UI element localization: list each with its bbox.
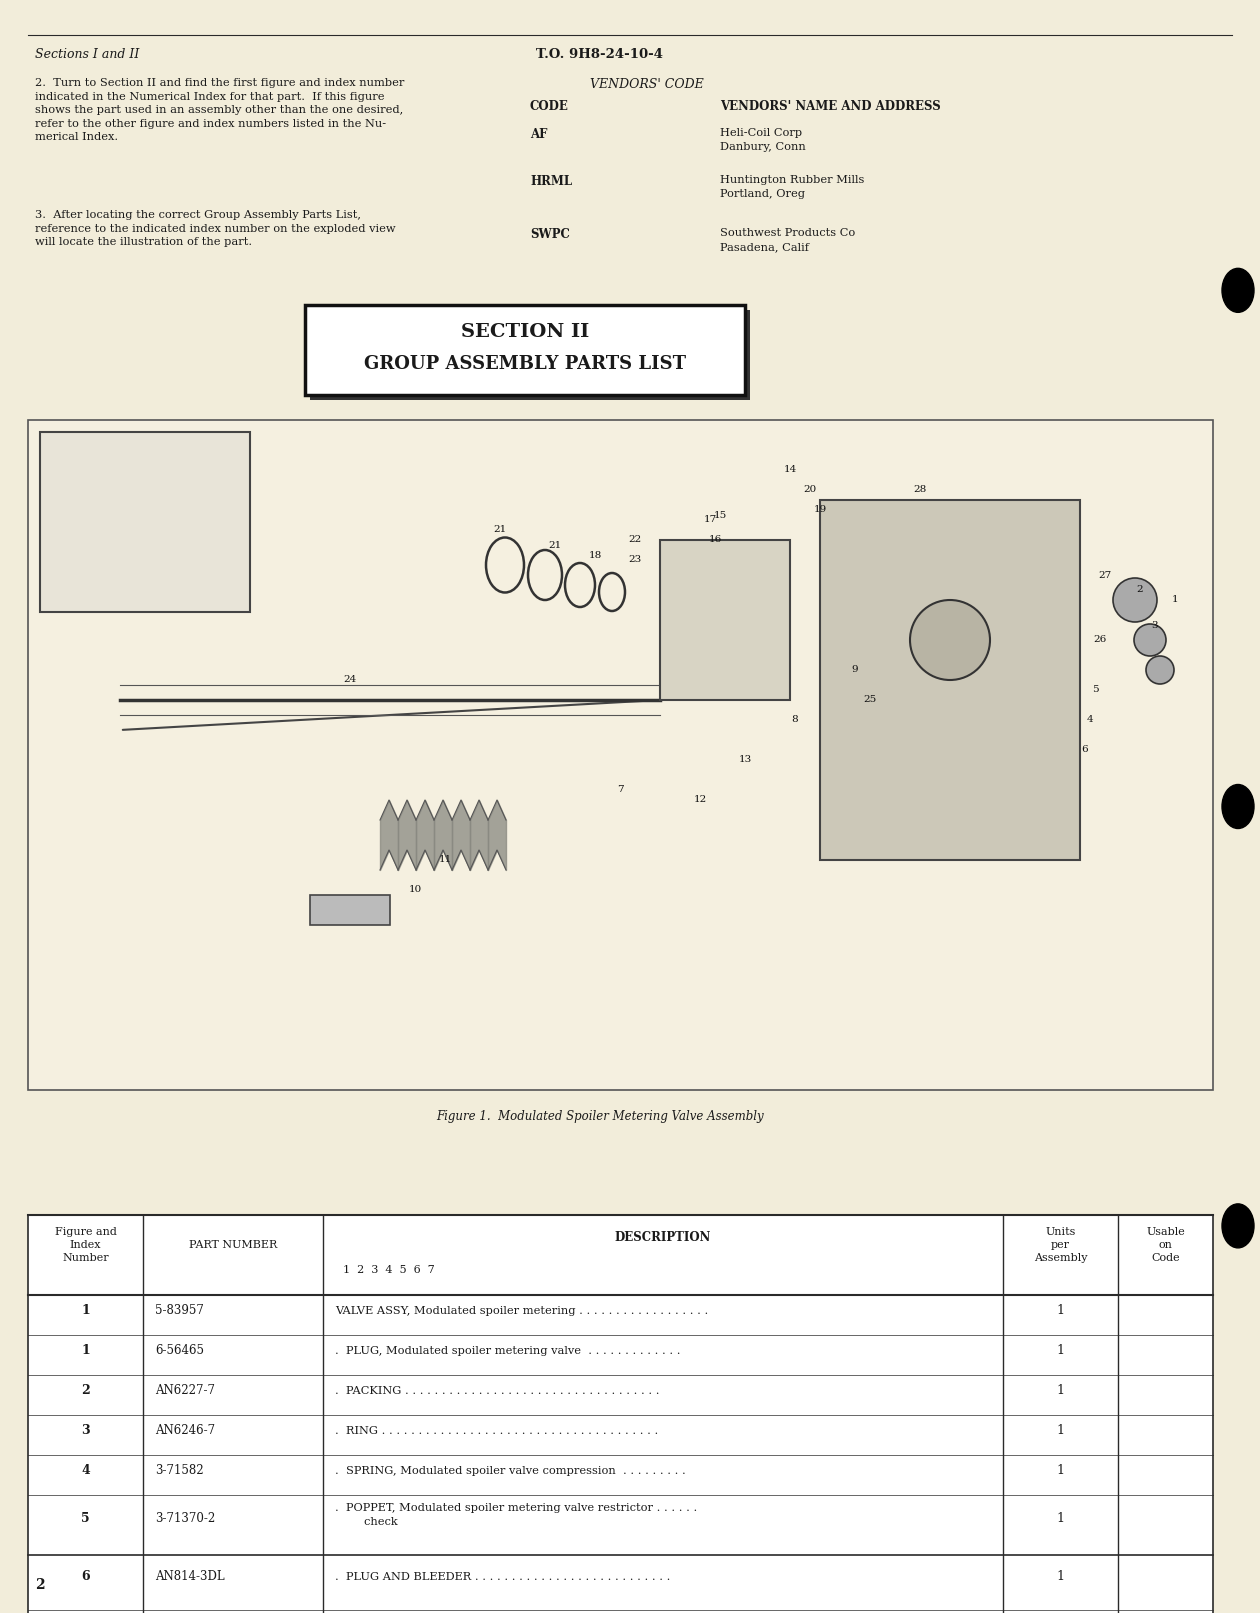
Bar [310,895,391,924]
Text: 3: 3 [1152,621,1158,629]
Text: 16: 16 [708,536,722,545]
Text: 10: 10 [408,886,422,895]
Text: 21: 21 [494,526,507,534]
Text: Sections I and II: Sections I and II [35,48,140,61]
Text: 8: 8 [791,716,799,724]
Text: 2: 2 [1137,586,1143,595]
Text: 27: 27 [1099,571,1111,579]
Text: VENDORS' CODE: VENDORS' CODE [590,77,704,90]
Text: 1: 1 [81,1305,89,1318]
Text: .  SPRING, Modulated spoiler valve compression  . . . . . . . . .: . SPRING, Modulated spoiler valve compre… [335,1466,685,1476]
Text: HRML: HRML [530,174,572,189]
Text: 1: 1 [1056,1384,1065,1397]
Bar [305,305,745,395]
Text: 28: 28 [914,486,926,495]
Text: AN814-3DL: AN814-3DL [155,1571,224,1584]
Text: 12: 12 [693,795,707,805]
Text: Figure 1.  Modulated Spoiler Metering Valve Assembly: Figure 1. Modulated Spoiler Metering Val… [436,1110,764,1123]
Text: AN6227-7: AN6227-7 [155,1384,215,1397]
Text: .  PLUG, Modulated spoiler metering valve  . . . . . . . . . . . . .: . PLUG, Modulated spoiler metering valve… [335,1345,680,1357]
Bar [28,1215,1213,1613]
Text: 22: 22 [629,536,641,545]
Text: 19: 19 [814,505,827,515]
Text: CODE: CODE [530,100,568,113]
Text: 3.  After locating the correct Group Assembly Parts List,
reference to the indic: 3. After locating the correct Group Asse… [35,210,396,247]
Text: 7: 7 [616,786,624,795]
Text: SECTION II: SECTION II [461,323,590,340]
Text: .  PLUG AND BLEEDER . . . . . . . . . . . . . . . . . . . . . . . . . . .: . PLUG AND BLEEDER . . . . . . . . . . .… [335,1573,670,1582]
Ellipse shape [1222,784,1254,829]
Text: PART NUMBER: PART NUMBER [189,1240,277,1250]
Text: Usable
on
Code: Usable on Code [1147,1227,1184,1263]
Text: 5: 5 [81,1513,89,1526]
Text: 5: 5 [1091,686,1099,695]
Text: Units
per
Assembly: Units per Assembly [1033,1227,1087,1263]
Text: AN6246-7: AN6246-7 [155,1424,215,1437]
Text: 4: 4 [81,1465,89,1478]
Text: 1: 1 [1056,1424,1065,1437]
Text: 25: 25 [863,695,877,705]
Text: 1: 1 [1056,1305,1065,1318]
Text: 1: 1 [1056,1465,1065,1478]
Text: 1  2  3  4  5  6  7: 1 2 3 4 5 6 7 [343,1265,435,1274]
Text: 6: 6 [1081,745,1089,755]
Text: 2: 2 [35,1578,44,1592]
Text: Southwest Products Co
Pasadena, Calif: Southwest Products Co Pasadena, Calif [719,227,856,252]
Text: 2: 2 [81,1384,89,1397]
Text: SWPC: SWPC [530,227,570,240]
Text: 23: 23 [629,555,641,565]
Text: 3-71582: 3-71582 [155,1465,204,1478]
Circle shape [910,600,990,681]
Circle shape [1147,656,1174,684]
Circle shape [1113,577,1157,623]
Text: Huntington Rubber Mills
Portland, Oreg: Huntington Rubber Mills Portland, Oreg [719,174,864,198]
Text: 1: 1 [1172,595,1178,605]
Text: 4: 4 [1086,716,1094,724]
Bar [310,310,750,400]
Text: 11: 11 [438,855,451,865]
Text: 9: 9 [852,666,858,674]
Bar [820,500,1080,860]
Text: 13: 13 [738,755,752,765]
Bar [28,419,1213,1090]
Bar [40,432,249,611]
Text: 1: 1 [1056,1571,1065,1584]
Circle shape [1134,624,1166,656]
Text: 14: 14 [784,466,796,474]
Text: 18: 18 [588,550,601,560]
Text: 1: 1 [1056,1345,1065,1358]
Text: 1: 1 [81,1345,89,1358]
Text: 15: 15 [713,510,727,519]
Ellipse shape [1222,1203,1254,1248]
Bar [660,540,790,700]
Ellipse shape [1222,268,1254,313]
Text: .  PACKING . . . . . . . . . . . . . . . . . . . . . . . . . . . . . . . . . . .: . PACKING . . . . . . . . . . . . . . . … [335,1386,659,1395]
Text: 6-56465: 6-56465 [155,1345,204,1358]
Text: T.O. 9H8-24-10-4: T.O. 9H8-24-10-4 [537,48,664,61]
Text: VALVE ASSY, Modulated spoiler metering . . . . . . . . . . . . . . . . . .: VALVE ASSY, Modulated spoiler metering .… [335,1307,708,1316]
Text: DESCRIPTION: DESCRIPTION [615,1231,711,1244]
Text: GROUP ASSEMBLY PARTS LIST: GROUP ASSEMBLY PARTS LIST [364,355,685,373]
Text: Heli-Coil Corp
Danbury, Conn: Heli-Coil Corp Danbury, Conn [719,127,805,152]
Text: 17: 17 [703,516,717,524]
Text: AF: AF [530,127,547,140]
Text: 3: 3 [81,1424,89,1437]
Text: 5-83957: 5-83957 [155,1305,204,1318]
Text: 20: 20 [804,486,816,495]
Text: 6: 6 [81,1571,89,1584]
Text: 26: 26 [1094,636,1106,645]
Text: 21: 21 [548,540,562,550]
Text: .  RING . . . . . . . . . . . . . . . . . . . . . . . . . . . . . . . . . . . . : . RING . . . . . . . . . . . . . . . . .… [335,1426,658,1436]
Text: .  POPPET, Modulated spoiler metering valve restrictor . . . . . .
        check: . POPPET, Modulated spoiler metering val… [335,1503,697,1528]
Text: 2.  Turn to Section II and find the first figure and index number
indicated in t: 2. Turn to Section II and find the first… [35,77,404,142]
Text: Figure and
Index
Number: Figure and Index Number [54,1227,116,1263]
Text: 1: 1 [1056,1513,1065,1526]
Text: 24: 24 [344,676,357,684]
Text: 3-71370-2: 3-71370-2 [155,1513,215,1526]
Text: VENDORS' NAME AND ADDRESS: VENDORS' NAME AND ADDRESS [719,100,941,113]
